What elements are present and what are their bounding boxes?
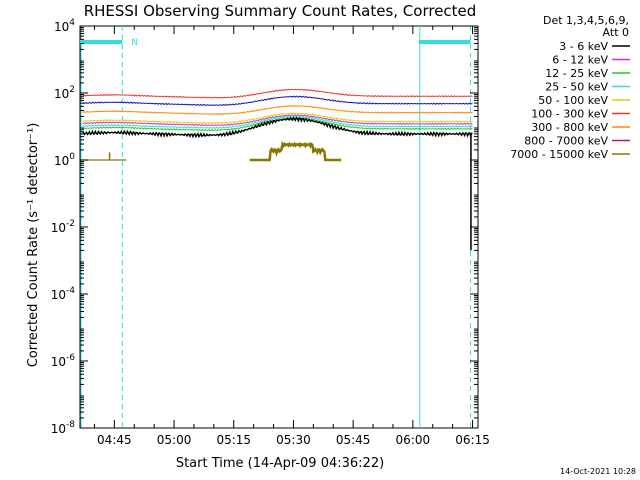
legend-label: 25 - 50 keV (545, 81, 608, 94)
chart-title: RHESSI Observing Summary Count Rates, Co… (84, 2, 477, 20)
series-line (82, 95, 473, 106)
y-axis-label: Corrected Count Rate (s⁻¹ detector⁻¹) (26, 123, 41, 368)
legend-label: 100 - 300 keV (531, 108, 608, 121)
legend-header-attenuator: Att 0 (603, 26, 629, 39)
legend-label: 300 - 800 keV (531, 121, 608, 134)
y-tick-label: 10-2 (51, 219, 75, 235)
series-line (82, 112, 473, 125)
series-line (82, 115, 473, 129)
plot-frame (79, 25, 479, 429)
x-tick-label: 06:15 (455, 433, 490, 447)
high-energy-burst (249, 140, 342, 162)
saa-marker: N (131, 38, 138, 48)
y-axis-ticks: 104 102 100 10-2 10-4 10-6 10-8 (51, 18, 478, 436)
legend-label: 3 - 6 keV (559, 40, 608, 53)
y-tick-label: 102 (54, 85, 75, 101)
legend-header-detectors: Det 1,3,4,5,6,9, (543, 14, 629, 27)
legend-label: 50 - 100 keV (538, 94, 608, 107)
x-tick-label: 05:45 (336, 433, 371, 447)
series-line (82, 105, 473, 116)
series-line (82, 88, 473, 99)
series-line (82, 114, 473, 127)
y-tick-label: 10-8 (51, 420, 76, 436)
y-tick-label: 104 (54, 18, 75, 34)
legend-label: 12 - 25 keV (545, 67, 608, 80)
legend-label: 7000 - 15000 keV (510, 148, 608, 161)
x-tick-label: 06:00 (396, 433, 431, 447)
x-tick-label: 05:30 (276, 433, 311, 447)
y-tick-label: 10-4 (51, 286, 76, 302)
x-tick-label: 05:15 (216, 433, 251, 447)
y-tick-label: 10-6 (51, 353, 76, 369)
x-axis-ticks: 04:45 05:00 05:15 05:30 05:45 06:00 06:15 (93, 26, 490, 447)
x-tick-label: 04:45 (97, 433, 132, 447)
footer-timestamp: 14-Oct-2021 10:28 (560, 467, 636, 476)
legend-label: 6 - 12 keV (552, 54, 608, 67)
x-axis-label: Start Time (14-Apr-09 04:36:22) (176, 456, 384, 471)
plot-area: N (79, 25, 479, 429)
y-tick-label: 100 (54, 152, 75, 168)
legend-label: 800 - 7000 keV (524, 135, 608, 148)
series-line (82, 116, 473, 139)
x-tick-label: 05:00 (157, 433, 192, 447)
